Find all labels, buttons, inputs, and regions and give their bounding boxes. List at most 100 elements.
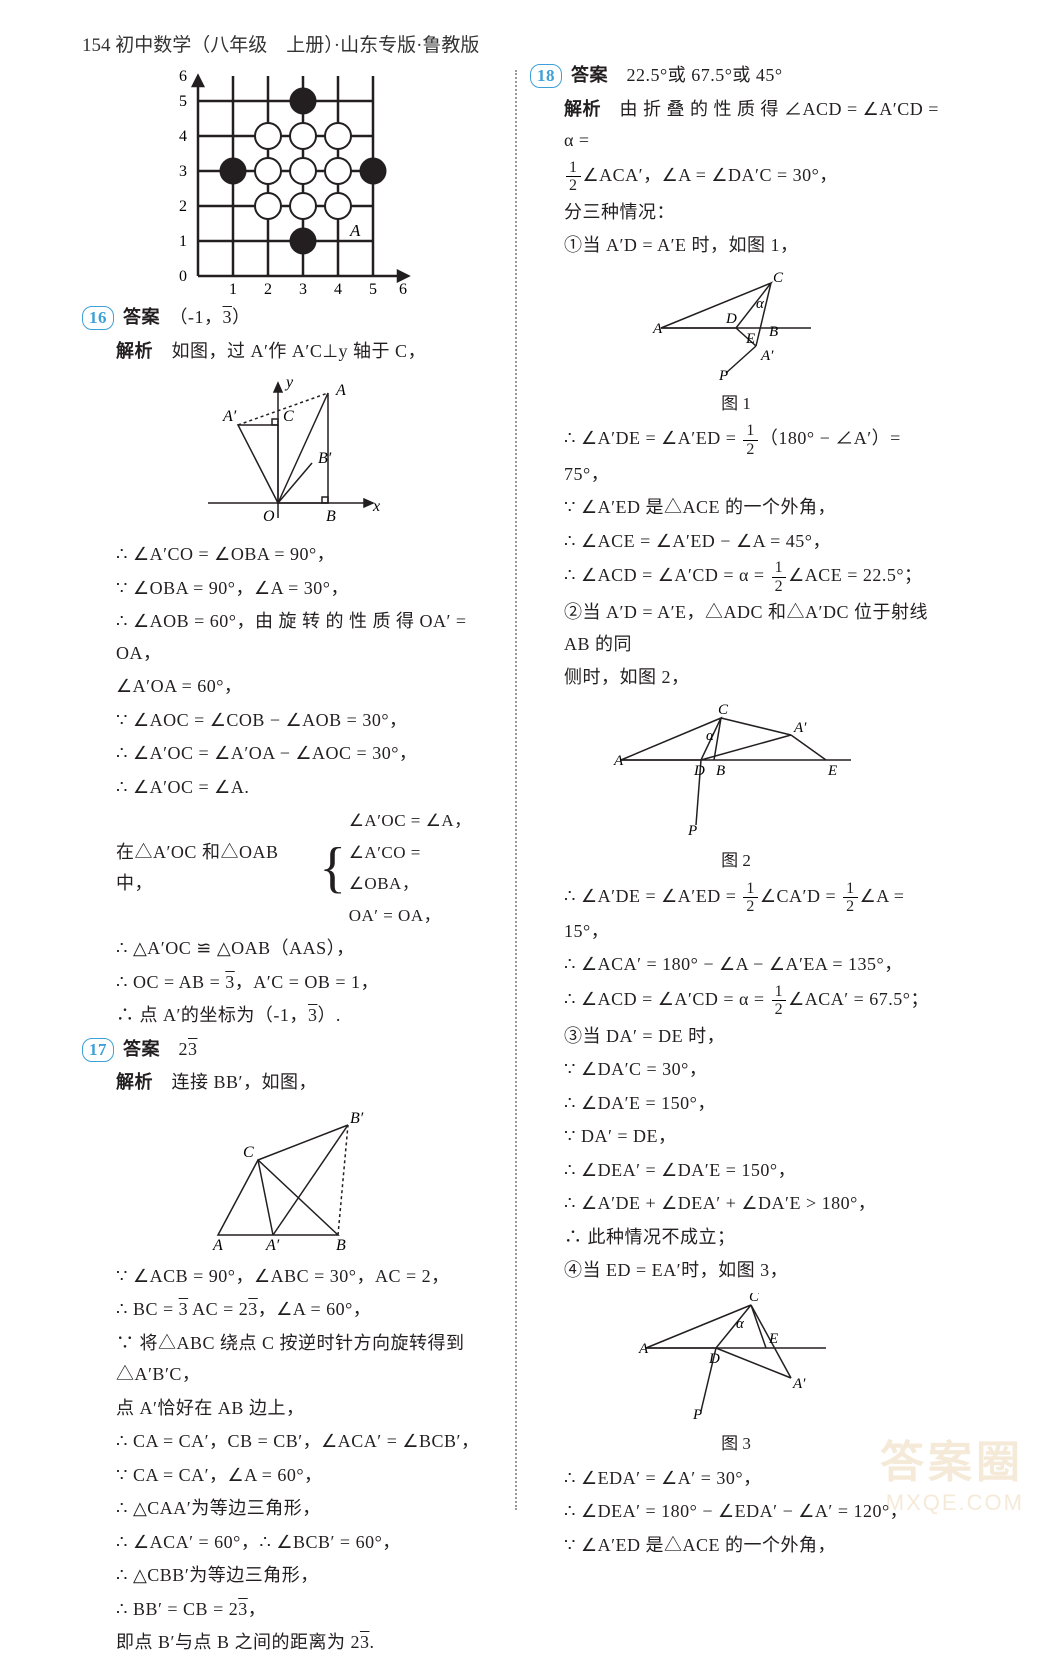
svg-text:P: P [687,823,697,839]
q17-body: ∵ ∠ACB = 90°，∠ABC = 30°，AC = 2， ∴ BC = 3… [82,1261,494,1659]
svg-text:A: A [613,753,624,769]
page-header: 154 初中数学（八年级 上册）·山东专版·鲁教版 [82,30,479,57]
q18-expl-intro: 由 折 叠 的 性 质 得 ∠ACD = ∠A′CD = α = [564,99,939,151]
svg-text:B′: B′ [350,1110,364,1127]
svg-text:A′: A′ [760,348,774,364]
q16-l8: ∴ △A′OC ≌ △OAB（AAS）， [116,933,494,965]
q18-expl-head: 解析 由 折 叠 的 性 质 得 ∠ACD = ∠A′CD = α = [530,94,942,157]
svg-text:P: P [718,368,728,383]
q16-expl-head: 解析 如图，过 A′作 A′C⊥y 轴于 C， [82,336,494,368]
svg-text:B: B [326,508,336,525]
q16-body: ∴ ∠A′CO = ∠OBA = 90°， ∵ ∠OBA = 90°，∠A = … [82,539,494,1032]
q18-c1-l1: ∵ ∠A′ED 是△ACE 的一个外角， [564,492,942,524]
q16-l7: 在△A′OC 和△OAB 中， [116,837,317,900]
svg-text:C: C [283,408,294,425]
svg-text:A′: A′ [792,1376,806,1392]
q17-l6: ∴ △CAA′为等边三角形， [116,1493,494,1525]
q17-l3: 点 A′恰好在 AB 边上， [116,1393,494,1425]
q17-l10: 即点 B′与点 B 之间的距离为 23. [116,1627,494,1659]
q16-number: 16 [82,306,114,330]
den: 2 [566,177,581,195]
svg-text:α: α [706,728,715,744]
q18-c2-l0: ∴ ∠A′DE = ∠A′ED = 12∠CA′D = 12∠A = 15°， [564,880,942,948]
svg-text:C: C [243,1144,254,1161]
answer-label: 答案 [123,307,160,327]
q18-c3-l0: ∵ ∠DA′C = 30°， [564,1054,942,1086]
q17-figure: A A′ B C B′ [188,1105,388,1255]
q17-expl-intro: 连接 BB′，如图， [172,1072,317,1092]
q18-c3-l3: ∴ ∠DEA′ = ∠DA′E = 150°， [564,1155,942,1187]
watermark-url: MXQE.COM [880,1490,1024,1516]
svg-text:E: E [768,1331,778,1347]
q16-l5: ∴ ∠A′OC = ∠A′OA − ∠AOC = 30°， [116,738,494,770]
q16-l1: ∵ ∠OBA = 90°，∠A = 30°， [116,573,494,605]
svg-text:α: α [756,296,765,312]
q16-l9: ∴ OC = AB = 3，A′C = OB = 1， [116,967,494,999]
q18-answer-line: 18 答案 22.5°或 67.5°或 45° [530,60,942,92]
q17-l8: ∴ △CBB′为等边三角形， [116,1560,494,1592]
q18-c3-head: ③当 DA′ = DE 时， [564,1021,942,1053]
q17-l1: ∴ BC = 3 AC = 23，∠A = 60°， [116,1294,494,1326]
q18-c2-head2: 侧时，如图 2， [564,662,942,694]
expl-label: 解析 [564,99,601,119]
t2: ∠ACE = 22.5°； [788,565,923,585]
t: ∴ ∠ACD = ∠A′CD = α = [564,565,765,585]
q17-l2: ∵ 将△ABC 绕点 C 按逆时针方向旋转得到△A′B′C， [116,1328,494,1391]
svg-text:P: P [692,1407,702,1423]
svg-text:5: 5 [369,281,377,296]
q17-l0: ∵ ∠ACB = 90°，∠ABC = 30°，AC = 2， [116,1261,494,1293]
q18-c4-l2: ∵ ∠A′ED 是△ACE 的一个外角， [564,1530,942,1562]
answer-label: 答案 [571,65,608,85]
q17-l4: ∴ CA = CA′，CB = CB′，∠ACA′ = ∠BCB′， [116,1426,494,1458]
q18-number: 18 [530,64,562,88]
svg-text:B: B [336,1237,346,1254]
svg-text:A′: A′ [265,1237,280,1254]
q18-c1-head: ①当 A′D = A′E 时，如图 1， [530,230,942,262]
svg-text:3: 3 [179,163,187,180]
svg-text:A: A [212,1237,223,1254]
rest: ∠ACA′，∠A = ∠DA′C = 30°， [583,165,838,185]
left-column: A 012 3456 123 456 16 答案 （-1，3） 解析 如图，过 … [82,60,512,1661]
svg-text:5: 5 [179,93,187,110]
svg-text:C: C [773,270,784,286]
watermark-text: 答案圈 [880,1426,1024,1490]
q18-frac-line: 12∠ACA′，∠A = ∠DA′C = 30°， [530,159,942,195]
svg-text:C: C [749,1293,760,1305]
svg-text:α: α [736,1316,745,1332]
svg-text:D: D [725,311,737,327]
svg-text:O: O [263,508,275,525]
svg-text:A′: A′ [222,408,237,425]
t: ∴ ∠A′DE = ∠A′ED = [564,886,736,906]
svg-text:2: 2 [264,281,272,296]
q18-c2-head: ②当 A′D = A′E，△ADC 和△A′DC 位于射线 AB 的同 [564,597,942,660]
q16-l3: ∠A′OA = 60°， [116,671,494,703]
t: ∴ ∠A′DE = ∠A′ED = [564,429,736,449]
q17-answer: 23 [179,1039,198,1059]
q18-c3-l2: ∵ DA′ = DE， [564,1121,942,1153]
svg-text:y: y [284,374,294,391]
q17-l7: ∴ ∠ACA′ = 60°，∴ ∠BCB′ = 60°， [116,1527,494,1559]
q16-figure: A′CA B′OB xy [188,373,388,533]
content-columns: A 012 3456 123 456 16 答案 （-1，3） 解析 如图，过 … [82,60,952,1661]
q17-l9: ∴ BB′ = CB = 23， [116,1594,494,1626]
q18-c1-body: ∴ ∠A′DE = ∠A′ED = 12（180° − ∠A′）= 75°， ∵… [530,422,942,693]
grid-go-figure: A 012 3456 123 456 [158,66,418,296]
svg-text:1: 1 [229,281,237,296]
t2: ∠ACA′ = 67.5°； [788,989,929,1009]
q16-b1: ∠A′CO = ∠OBA， [349,843,421,894]
q16-brace: 在△A′OC 和△OAB 中， { ∠A′OC = ∠A， ∠A′CO = ∠O… [116,805,494,931]
svg-text:A′: A′ [793,720,807,736]
q18-c1-l2: ∴ ∠ACE = ∠A′ED − ∠A = 45°， [564,526,942,558]
answer-label: 答案 [123,1039,160,1059]
q17-answer-line: 17 答案 23 [82,1034,494,1066]
q17-l5: ∵ CA = CA′，∠A = 60°， [116,1460,494,1492]
svg-text:A: A [349,221,361,240]
svg-text:4: 4 [179,128,187,145]
q18-answer: 22.5°或 67.5°或 45° [627,65,783,85]
q18-c2-l2: ∴ ∠ACD = ∠A′CD = α = 12∠ACA′ = 67.5°； [564,983,942,1019]
fig2-label: 图 2 [530,846,942,876]
svg-text:6: 6 [399,281,407,296]
watermark: 答案圈 MXQE.COM [880,1426,1024,1516]
svg-text:B′: B′ [318,450,332,467]
svg-text:A: A [638,1341,649,1357]
